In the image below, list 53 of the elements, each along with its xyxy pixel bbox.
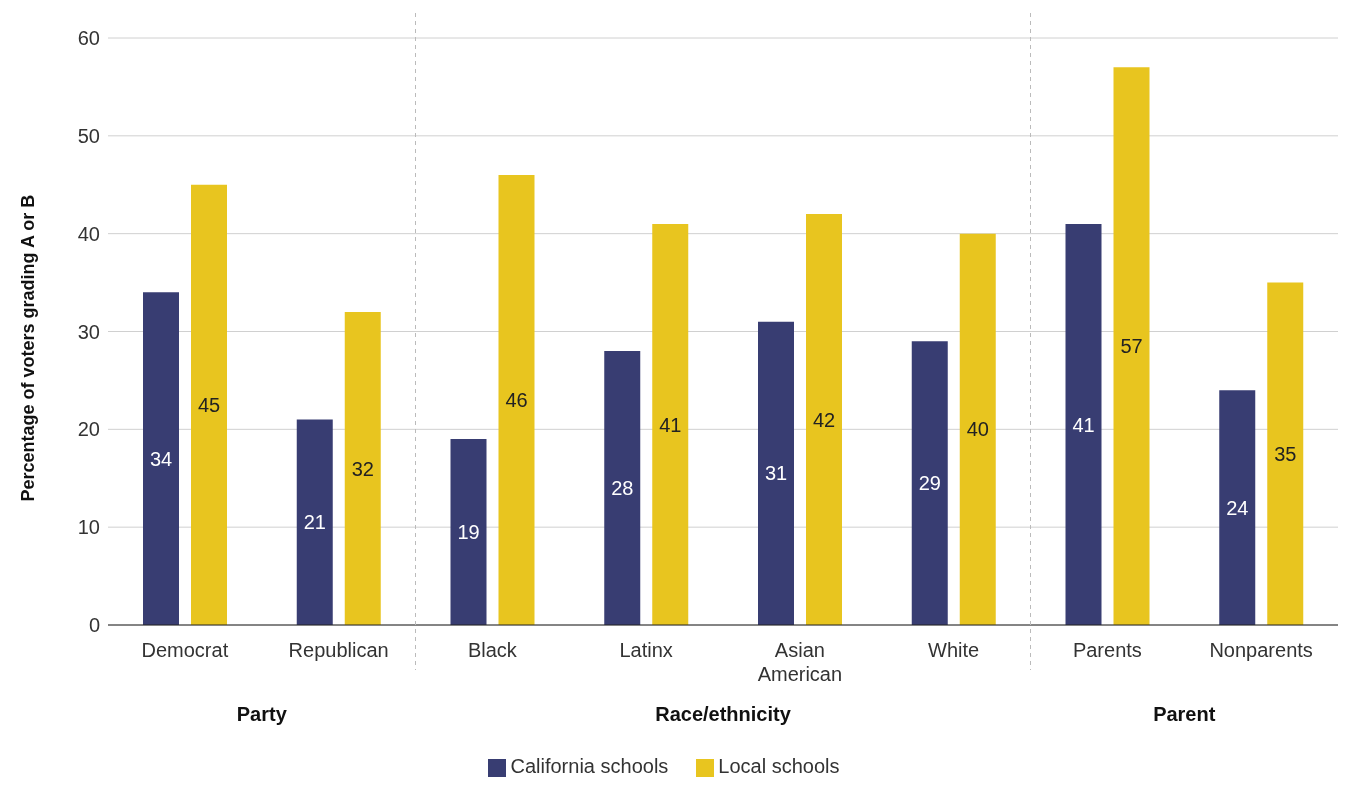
bar: [652, 223, 689, 625]
y-tick-label: 50: [77, 124, 100, 147]
legend-label: Local schools: [718, 755, 840, 777]
text: Party: [235, 703, 288, 726]
data-label: 24: [1226, 496, 1249, 519]
y-tick-label: 30: [77, 320, 100, 343]
x-tick-label: Republican: [288, 639, 389, 662]
data-label: 35: [1274, 442, 1297, 465]
y-axis-title: Percentage of voters grading A or B: [18, 194, 39, 502]
y-tick-label: 40: [77, 222, 100, 245]
x-tick-label: Nonparents: [1209, 639, 1313, 662]
bar: [1267, 282, 1304, 625]
bar: [1219, 390, 1256, 625]
data-label: 57: [1120, 335, 1143, 358]
data-label: 34: [149, 447, 173, 470]
text: Race/ethnicity: [654, 703, 792, 726]
bar: [450, 439, 487, 625]
bar: [191, 184, 227, 625]
data-label: 45: [197, 393, 221, 416]
y-tick-label: 60: [77, 27, 100, 50]
data-label: 28: [611, 477, 634, 500]
y-tick-label: 20: [77, 418, 100, 441]
data-label: 19: [457, 521, 480, 544]
y-tick-label: 10: [77, 516, 100, 539]
data-label: 41: [1072, 413, 1095, 436]
data-label: 40: [966, 418, 989, 441]
bar: [344, 311, 381, 625]
bar: [498, 174, 535, 625]
x-tick-label: Parents: [1072, 639, 1142, 662]
bar: [143, 292, 179, 625]
x-tick-label: Asian American: [757, 639, 843, 686]
bar: [758, 321, 794, 625]
data-label: 31: [764, 462, 788, 485]
data-label: 46: [505, 389, 528, 412]
data-label: 42: [812, 408, 836, 431]
data-label: 32: [351, 457, 374, 480]
data-label: 21: [303, 511, 326, 534]
bar: [1113, 67, 1150, 625]
x-tick-label: Democrat: [141, 639, 229, 662]
x-tick-label: Latinx: [619, 639, 673, 662]
y-tick-label: 0: [88, 614, 100, 637]
x-tick-label: White: [928, 639, 980, 662]
data-label: 41: [659, 413, 682, 436]
bar: [959, 233, 996, 625]
data-label: 29: [918, 472, 941, 495]
bar: [806, 214, 842, 625]
text: Parent: [1152, 703, 1217, 726]
bar: [1065, 223, 1102, 625]
bar: [604, 351, 641, 625]
legend-label: California schools: [510, 755, 669, 777]
bar: [911, 341, 948, 625]
x-tick-label: Black: [467, 639, 518, 662]
bar: [296, 419, 333, 625]
